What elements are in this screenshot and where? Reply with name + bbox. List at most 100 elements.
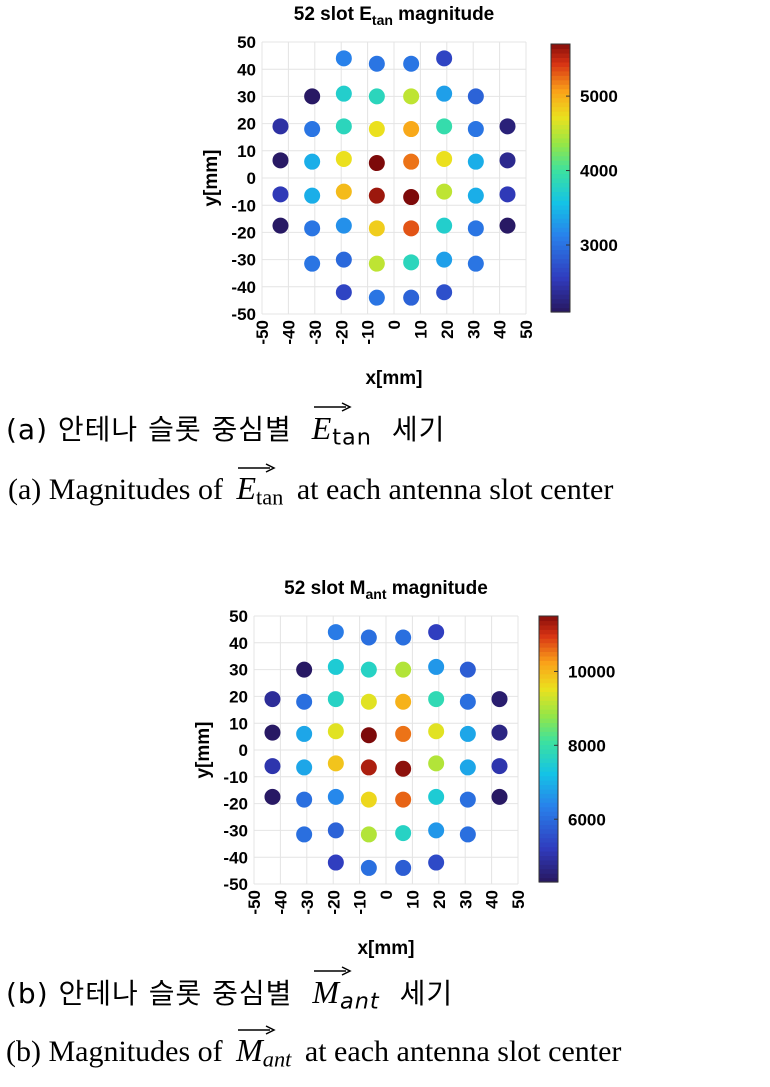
data-point — [459, 725, 476, 742]
y-tick-label: -10 — [231, 196, 256, 215]
colorbar-segment — [539, 762, 558, 768]
data-point — [304, 121, 321, 138]
data-point — [296, 693, 313, 710]
colorbar-segment — [551, 253, 570, 259]
colorbar-segment — [539, 815, 558, 821]
data-point — [296, 725, 313, 742]
colorbar-segment — [551, 173, 570, 179]
data-point — [459, 791, 476, 808]
data-point — [360, 859, 377, 876]
colorbar-segment — [539, 784, 558, 790]
data-point — [403, 289, 420, 306]
colorbar-segment — [551, 245, 570, 251]
data-point — [264, 788, 281, 805]
x-axis-label: x[mm] — [365, 368, 422, 389]
colorbar-segment — [551, 70, 570, 76]
data-point — [403, 189, 420, 206]
caption-b-ko-prefix: (b) 안테나 슬롯 중심별 — [6, 977, 293, 1010]
data-point — [428, 755, 445, 772]
colorbar-segment — [551, 262, 570, 268]
colorbar-segment — [551, 75, 570, 81]
colorbar-segment — [551, 66, 570, 72]
data-point — [436, 251, 453, 268]
data-point — [368, 155, 385, 172]
data-point — [296, 661, 313, 678]
y-tick-label: 30 — [237, 88, 256, 107]
colorbar-segment — [539, 695, 558, 701]
caption-b-korean: (b) 안테나 슬롯 중심별 Mant 세기 — [6, 966, 770, 1015]
colorbar-segment — [551, 209, 570, 215]
data-point — [360, 727, 377, 744]
colorbar-frame — [550, 43, 571, 313]
caption-a-en-suffix: at each antenna slot center — [296, 473, 614, 506]
caption-b-english: (b) Magnitudes of Mant at each antenna s… — [6, 1025, 770, 1073]
data-point — [327, 822, 344, 839]
x-tick-label: -50 — [245, 890, 264, 915]
colorbar-segment — [539, 686, 558, 692]
caption-b-en-suffix: at each antenna slot center — [304, 1035, 622, 1068]
x-tick-label: -20 — [324, 890, 343, 915]
data-point — [467, 187, 484, 204]
data-point — [403, 220, 420, 237]
colorbar-segment — [551, 213, 570, 219]
data-point — [327, 658, 344, 675]
colorbar-segment — [539, 757, 558, 763]
colorbar-tick-label: 3000 — [580, 236, 618, 255]
colorbar-segment — [539, 797, 558, 803]
colorbar-segment — [539, 744, 558, 750]
data-point — [335, 85, 352, 102]
x-tick-label: -30 — [298, 890, 317, 915]
colorbar-segment — [551, 240, 570, 246]
data-point — [296, 791, 313, 808]
colorbar-segment — [539, 731, 558, 737]
y-axis-label: y[mm] — [193, 721, 214, 778]
colorbar-segment — [551, 178, 570, 184]
colorbar-segment — [539, 811, 558, 817]
data-point — [272, 217, 289, 234]
colorbar-segment — [551, 52, 570, 58]
colorbar-segment — [539, 864, 558, 870]
x-tick-label: 20 — [438, 320, 457, 339]
y-tick-label: -40 — [223, 848, 248, 867]
data-point — [491, 758, 508, 775]
colorbar-segment — [551, 227, 570, 233]
colorbar-segment — [539, 713, 558, 719]
data-point — [264, 724, 281, 741]
data-point — [296, 826, 313, 843]
colorbar-segment — [539, 669, 558, 675]
x-tick-label: -40 — [280, 320, 299, 345]
colorbar-segment — [539, 691, 558, 697]
data-point — [327, 755, 344, 772]
data-point — [335, 118, 352, 135]
colorbar-segment — [551, 97, 570, 103]
data-point — [436, 150, 453, 167]
data-point — [368, 255, 385, 272]
colorbar-segment — [539, 616, 558, 622]
caption-b-ko-suffix: 세기 — [399, 977, 454, 1010]
colorbar-segment — [551, 119, 570, 125]
colorbar-segment — [539, 704, 558, 710]
chart-m-ant: 52 slot Mant magnitude -50 -40 -30 -20 -10 0 10… — [193, 578, 615, 958]
m-sub: ant — [339, 988, 380, 1015]
colorbar-segment — [539, 717, 558, 723]
data-point — [491, 691, 508, 708]
y-tick-label: 0 — [247, 169, 256, 188]
m-sub-en: ant — [262, 1046, 292, 1072]
x-tick-label: 30 — [456, 890, 475, 909]
data-point — [436, 118, 453, 135]
colorbar-segment — [539, 726, 558, 732]
colorbar-segment — [539, 651, 558, 657]
data-point — [304, 187, 321, 204]
data-point — [499, 217, 516, 234]
colorbar-segment — [551, 236, 570, 242]
data-point — [467, 220, 484, 237]
data-point — [395, 725, 412, 742]
colorbar-segment — [551, 218, 570, 224]
data-point — [395, 661, 412, 678]
data-point — [335, 217, 352, 234]
colorbar-segment — [539, 673, 558, 679]
caption-a-english: (a) Magnitudes of Etan at each antenna s… — [8, 463, 770, 511]
colorbar-segment — [539, 629, 558, 635]
data-point — [459, 661, 476, 678]
caption-a-ko-suffix: 세기 — [391, 413, 446, 446]
